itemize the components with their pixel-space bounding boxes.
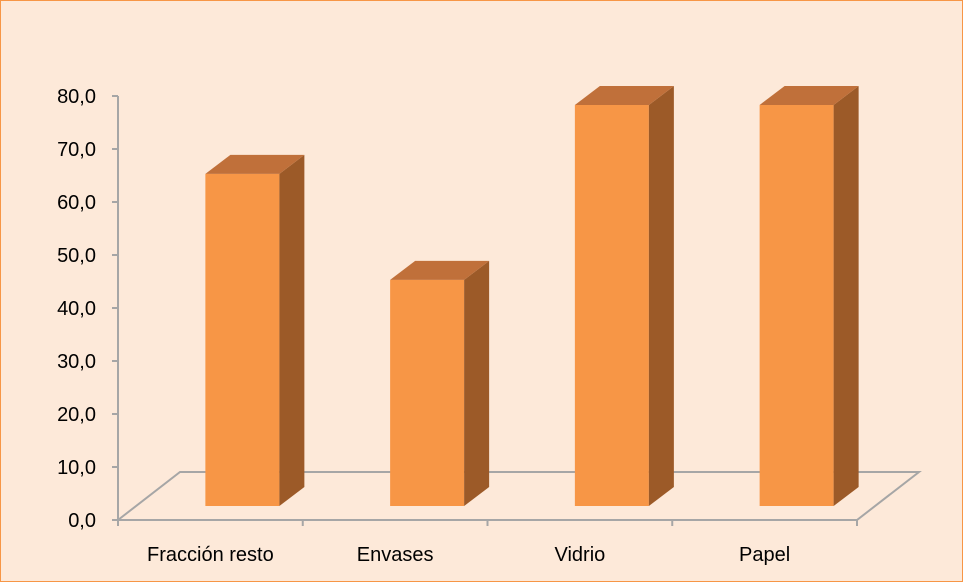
bar-fracci-n-resto [205, 154, 305, 506]
x-category-label: Envases [357, 544, 434, 566]
bar-front [205, 173, 280, 506]
bar-side [464, 260, 490, 506]
axes [112, 95, 922, 526]
bar-envases [390, 260, 490, 506]
bar-front [390, 279, 465, 506]
bar-top [574, 85, 674, 105]
y-tick-label: 50,0 [57, 245, 96, 267]
bar-top [390, 260, 490, 280]
y-tick-label: 70,0 [57, 139, 96, 161]
y-tick-label: 10,0 [57, 457, 96, 479]
floor-plane [117, 471, 922, 521]
bar-top [205, 154, 305, 174]
x-category-label: Papel [739, 544, 790, 566]
bar-papel [759, 85, 859, 506]
x-category-label: Vidrio [554, 544, 605, 566]
bar-vidrio [574, 85, 674, 506]
bar-side [279, 154, 305, 506]
y-tick-label: 40,0 [57, 298, 96, 320]
y-tick-label: 20,0 [57, 404, 96, 426]
bar-top [759, 85, 859, 105]
y-tick-label: 60,0 [57, 192, 96, 214]
y-tick-label: 30,0 [57, 351, 96, 373]
y-tick-label: 80,0 [57, 86, 96, 108]
x-category-label: Fracción resto [147, 544, 274, 566]
y-tick-label: 0,0 [68, 510, 96, 532]
bar-front [574, 104, 649, 506]
labels: 0,0 10,0 20,0 30,0 40,0 50,0 60,0 70,0 80,0 Fracc… [57, 86, 790, 566]
bar-front [759, 104, 834, 506]
bar-side [833, 85, 859, 506]
bar-side [648, 85, 674, 506]
bars [205, 85, 859, 506]
